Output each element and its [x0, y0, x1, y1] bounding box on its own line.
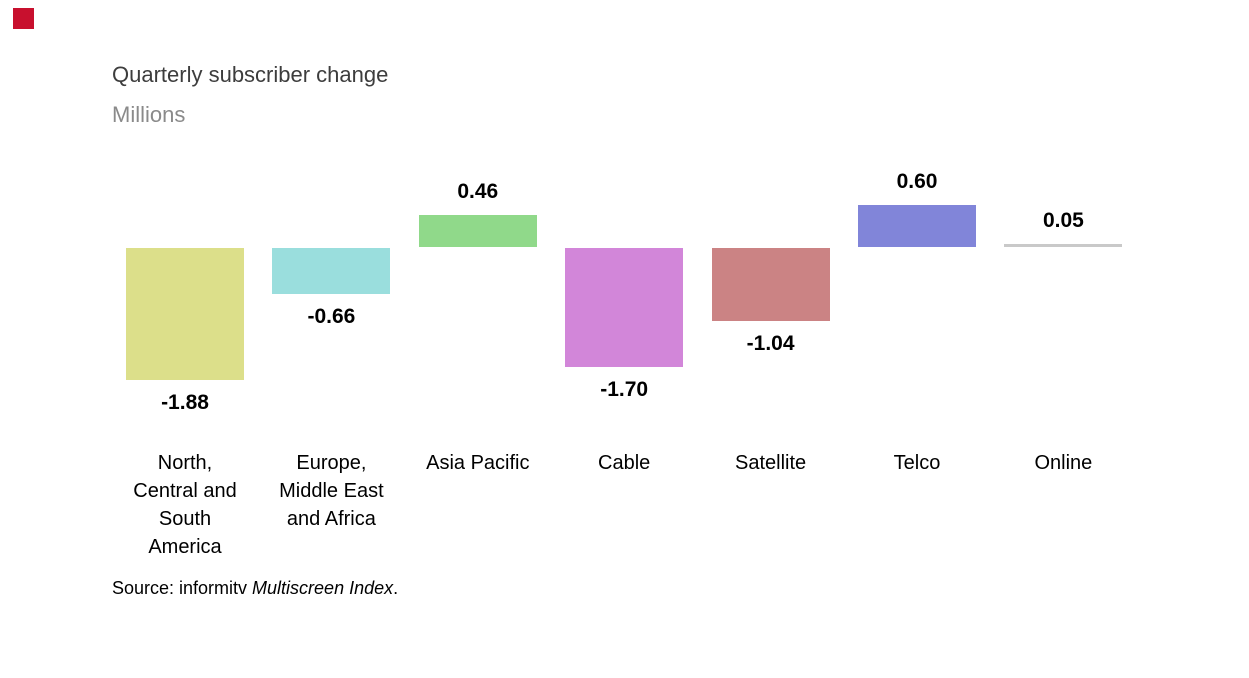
informitv-logo-mark: [13, 8, 34, 29]
category-label-satellite: Satellite: [735, 452, 807, 474]
source-attribution: Source: informitv Multiscreen Index.: [112, 576, 398, 600]
source-suffix: .: [393, 578, 399, 598]
value-label-asia-pacific: 0.46: [457, 180, 499, 204]
category-label-cable: Cable: [598, 452, 651, 474]
category-label-europe-middle-east-and-africa: Europe, Middle East and Africa: [279, 452, 384, 530]
value-label-north-central-and-south-america: -1.88: [161, 391, 209, 415]
chart-unit-label: Millions: [112, 102, 186, 127]
source-prefix: Source: informitv: [112, 578, 253, 598]
value-label-telco: 0.60: [896, 170, 938, 194]
category-label-asia-pacific: Asia Pacific: [426, 452, 530, 474]
value-label-cable: -1.70: [600, 378, 649, 402]
category-label-online: Online: [1034, 452, 1093, 474]
bar-cable: [565, 247, 684, 368]
chart-title: Quarterly subscriber change: [112, 62, 389, 87]
bar-north-central-and-south-america: [126, 247, 244, 381]
value-label-online: 0.05: [1042, 208, 1084, 232]
source-publication-name: Multiscreen Index: [252, 578, 394, 598]
value-label-europe-middle-east-and-africa: -0.66: [307, 305, 356, 329]
bar-asia-pacific: [418, 215, 537, 248]
bar-satellite: [711, 247, 830, 321]
bar-online: [1004, 243, 1123, 248]
category-label-north-central-and-south-america: North, Central and South America: [133, 452, 237, 558]
value-label-satellite: -1.04: [746, 331, 795, 355]
category-label-telco: Telco: [893, 452, 941, 474]
bar-telco: [858, 205, 976, 248]
bar-europe-middle-east-and-africa: [272, 247, 391, 295]
